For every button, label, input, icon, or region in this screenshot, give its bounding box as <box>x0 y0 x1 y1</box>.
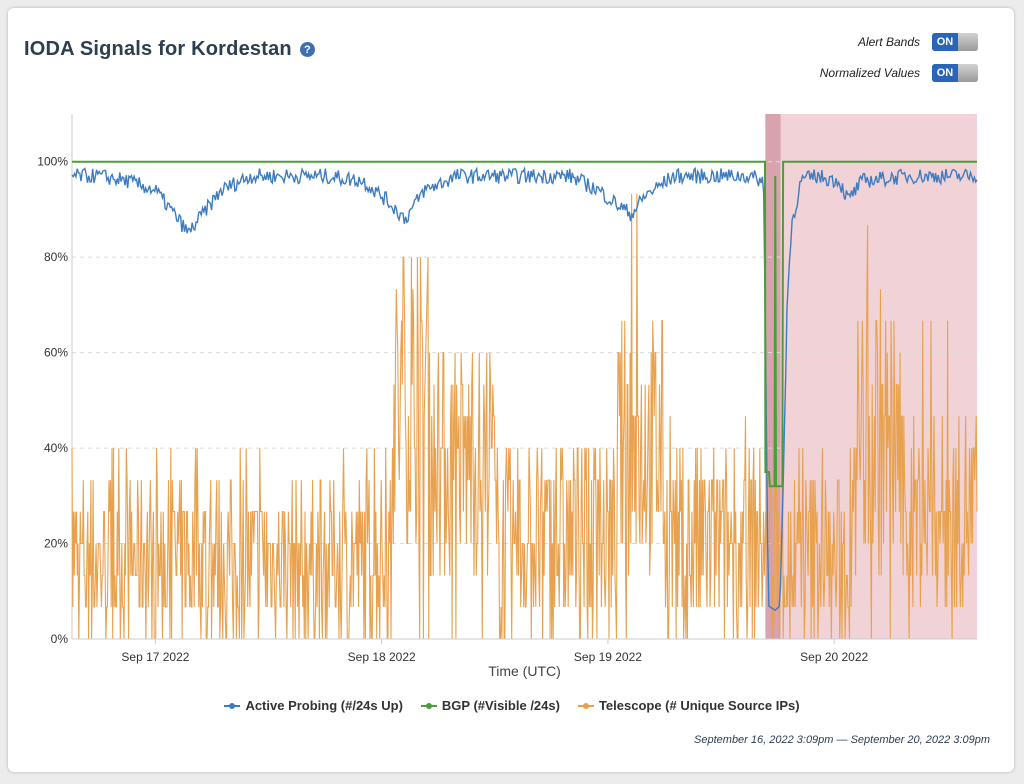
legend-item-bgp[interactable]: BGP (#Visible /24s) <box>420 698 560 713</box>
normalized-values-label: Normalized Values <box>819 66 920 80</box>
alert-bands-label: Alert Bands <box>857 35 920 49</box>
normalized-values-toggle-state: ON <box>932 64 958 82</box>
signals-chart: 0% 20% 40% 60% 80% 100% Sep 17 2022 Sep 18 2022… <box>37 114 978 679</box>
series-line-bgp <box>72 160 977 488</box>
legend-item-telescope[interactable]: Telescope (# Unique Source IPs) <box>577 698 800 713</box>
title-row: IODA Signals for Kordestan ? <box>24 38 315 61</box>
toggle-knob <box>958 64 978 82</box>
x-tick-label: Sep 20 2022 <box>800 650 868 664</box>
chart-legend: Active Probing (#/24s Up) BGP (#Visible … <box>0 698 1024 713</box>
legend-label-telescope: Telescope (# Unique Source IPs) <box>598 698 800 713</box>
x-tick-label: Sep 17 2022 <box>121 650 189 664</box>
legend-label-active-probing: Active Probing (#/24s Up) <box>245 698 403 713</box>
normalized-values-toggle-row: Normalized Values ON <box>820 64 978 82</box>
alert-bands-toggle[interactable]: ON <box>932 33 978 51</box>
y-tick-label: 0% <box>51 632 69 646</box>
legend-marker-active-probing <box>224 701 241 711</box>
x-axis-label: Time (UTC) <box>488 663 561 679</box>
date-range: September 16, 2022 3:09pm — September 20… <box>694 734 990 746</box>
legend-item-active-probing[interactable]: Active Probing (#/24s Up) <box>224 698 403 713</box>
series-line-active-probing <box>71 165 978 612</box>
y-tick-label: 60% <box>44 346 68 360</box>
question-circle-icon[interactable]: ? <box>299 42 315 57</box>
y-tick-label: 80% <box>44 250 68 264</box>
x-tick-label: Sep 19 2022 <box>574 650 642 664</box>
x-tick-label: Sep 18 2022 <box>348 650 416 664</box>
legend-label-bgp: BGP (#Visible /24s) <box>441 698 560 713</box>
toggle-knob <box>958 33 978 51</box>
alert-bands-toggle-state: ON <box>932 33 958 51</box>
alert-bands-toggle-row: Alert Bands ON <box>858 33 978 51</box>
legend-marker-telescope <box>577 701 594 711</box>
y-tick-label: 100% <box>37 155 68 169</box>
legend-marker-bgp <box>420 701 437 711</box>
normalized-values-toggle[interactable]: ON <box>932 64 978 82</box>
y-tick-label: 40% <box>44 441 68 455</box>
y-tick-label: 20% <box>44 537 68 551</box>
page-title: IODA Signals for Kordestan <box>24 38 292 60</box>
